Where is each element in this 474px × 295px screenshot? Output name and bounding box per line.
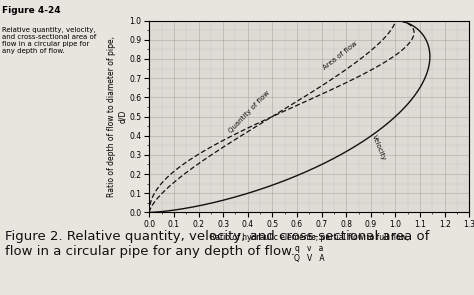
Text: Velocity: Velocity <box>371 134 387 162</box>
Text: Figure 2. Relative quantity, velocity, and cross-sectional area of
flow in a cir: Figure 2. Relative quantity, velocity, a… <box>5 230 429 258</box>
Text: Quantity of flow: Quantity of flow <box>228 89 271 134</box>
Text: Figure 4-24: Figure 4-24 <box>2 6 61 15</box>
Text: Area of flow: Area of flow <box>321 40 358 71</box>
Text: Relative quantity, velocity,
and cross-sectional area of
flow in a circular pipe: Relative quantity, velocity, and cross-s… <box>2 27 97 54</box>
X-axis label: Ratio of hydraulic elements, partial flow to full flow,
q   v   a
Q   V   A: Ratio of hydraulic elements, partial flo… <box>210 233 409 263</box>
Y-axis label: Ratio of depth of flow to diameter of pipe,
d/D: Ratio of depth of flow to diameter of pi… <box>108 36 127 197</box>
